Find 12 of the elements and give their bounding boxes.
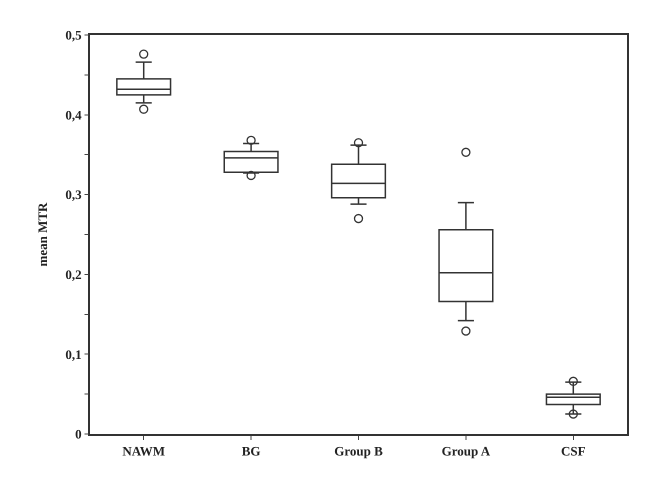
x-tick-label: CSF <box>561 443 586 458</box>
x-tick-label: Group A <box>442 443 491 458</box>
y-tick-label: 0,3 <box>65 187 82 202</box>
y-tick-label: 0,4 <box>65 107 82 122</box>
x-tick-label: BG <box>242 443 260 458</box>
y-axis-title: mean MTR <box>34 202 50 266</box>
x-tick-label: Group B <box>334 443 384 458</box>
y-tick-label: 0,1 <box>65 346 82 362</box>
y-tick-label: 0 <box>75 426 82 442</box>
y-tick-label: 0,5 <box>65 28 82 43</box>
x-tick-label: NAWM <box>122 443 166 458</box>
y-tick-label: 0,2 <box>65 266 82 282</box>
